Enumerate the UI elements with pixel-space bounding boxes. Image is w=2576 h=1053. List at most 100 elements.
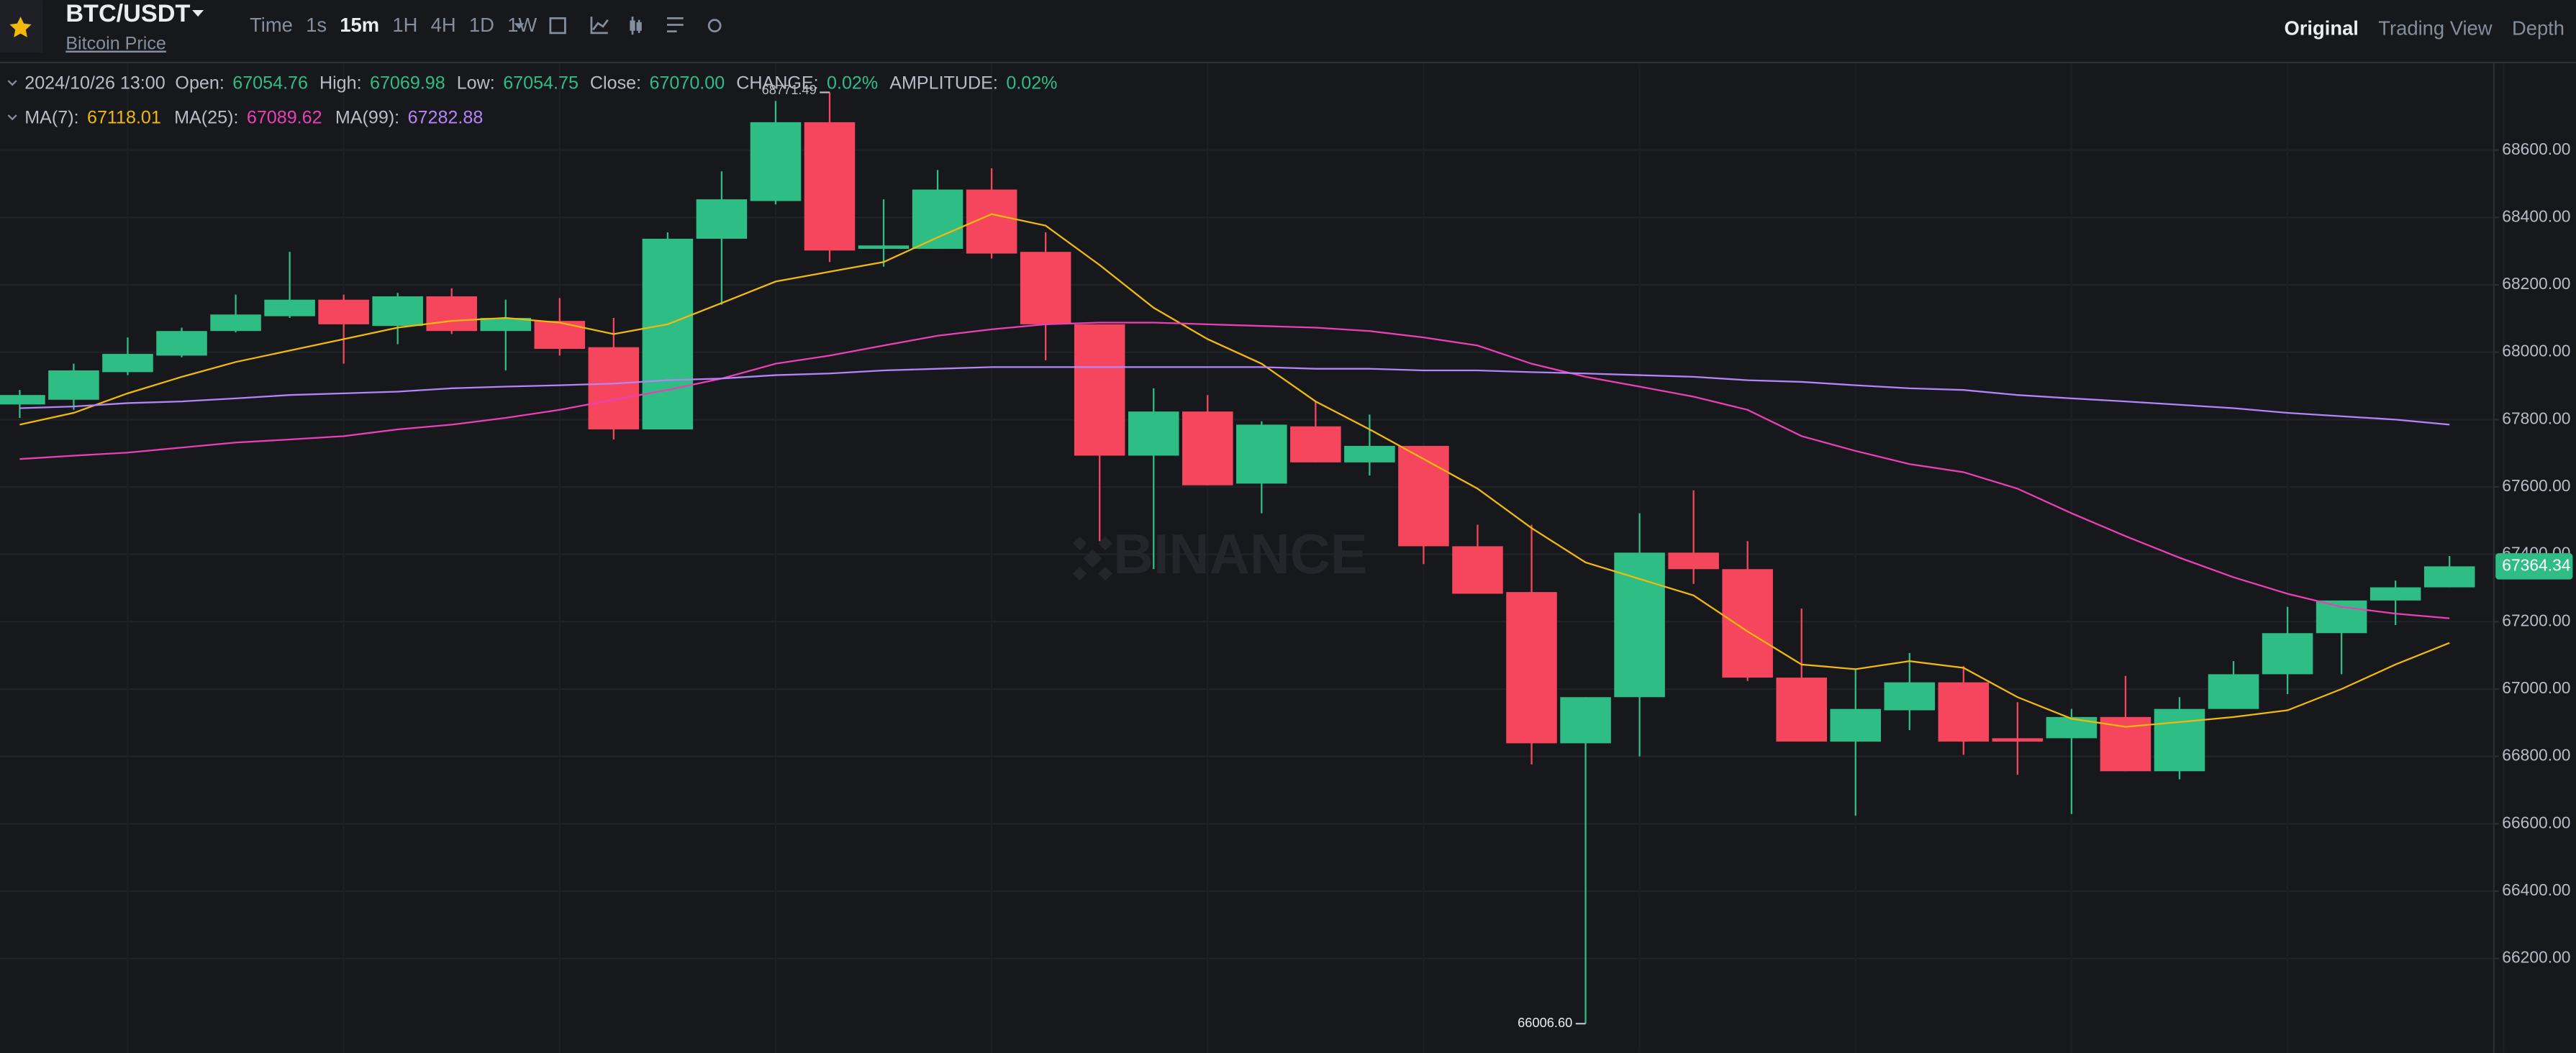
- candle-body: [750, 122, 802, 201]
- interval-option[interactable]: 1D: [469, 14, 494, 36]
- legend-label: MA(25):: [174, 107, 238, 127]
- interval-option[interactable]: 1s: [306, 14, 327, 36]
- symbol-dropdown[interactable]: [192, 9, 204, 17]
- info-toggle[interactable]: [7, 80, 17, 86]
- candle-body: [1992, 738, 2044, 742]
- interval-option[interactable]: 1H: [392, 14, 417, 36]
- info-label: Low:: [457, 73, 495, 93]
- y-tick-label: 67800.00: [2502, 409, 2570, 427]
- info-value: 67054.75: [503, 73, 579, 93]
- info-label: CHANGE:: [736, 73, 818, 93]
- candle-body: [2423, 566, 2475, 588]
- candle-body: [426, 296, 477, 332]
- candle-body: [1128, 411, 1179, 456]
- interval-dropdown[interactable]: [514, 23, 525, 29]
- toolbar-icons: [549, 17, 722, 35]
- candle-body: [1668, 552, 1719, 570]
- last-price-label: 67364.34: [2502, 555, 2571, 574]
- y-tick-label: 66600.00: [2502, 813, 2570, 831]
- star-icon[interactable]: [9, 17, 32, 37]
- symbol-subtitle[interactable]: Bitcoin Price: [65, 34, 166, 54]
- candle-body: [0, 395, 45, 405]
- interval-option[interactable]: 4H: [431, 14, 456, 36]
- candle-body: [858, 245, 910, 249]
- info-date: 2024/10/26 13:00: [24, 73, 165, 93]
- indicator-icon[interactable]: [590, 17, 609, 35]
- candle-body: [264, 299, 315, 316]
- view-tab[interactable]: Original: [2284, 17, 2358, 40]
- high-label: 68771.49: [762, 82, 817, 97]
- layout-icon[interactable]: [666, 17, 684, 32]
- y-tick-label: 68000.00: [2502, 342, 2570, 360]
- candle-body: [2046, 716, 2097, 739]
- candle-body: [1020, 252, 1071, 324]
- candle-body: [696, 199, 748, 239]
- legend-label: MA(7):: [24, 107, 78, 127]
- y-tick-label: 68200.00: [2502, 274, 2570, 293]
- info-label: High:: [319, 73, 362, 93]
- y-tick-label: 66400.00: [2502, 880, 2570, 899]
- plot: 68771.49 66006.60: [0, 82, 2475, 1030]
- info-label: Close:: [590, 73, 641, 93]
- top-bar: [0, 0, 2576, 63]
- grid: [0, 63, 2505, 1053]
- ma-line: [19, 366, 2450, 426]
- candle-body: [2316, 600, 2367, 634]
- view-tab[interactable]: Trading View: [2378, 17, 2492, 40]
- info-value: 67054.76: [232, 73, 308, 93]
- candle-body: [2262, 633, 2313, 675]
- candle-body: [480, 317, 532, 332]
- info-label: AMPLITUDE:: [889, 73, 998, 93]
- last-price-badge: [2495, 553, 2573, 580]
- settings-icon[interactable]: [707, 19, 722, 32]
- calendar-icon[interactable]: [549, 17, 566, 35]
- candle-body: [534, 321, 586, 350]
- y-tick-label: 67000.00: [2502, 678, 2570, 697]
- candle-body: [1830, 708, 1882, 742]
- info-label: Open:: [175, 73, 224, 93]
- info-value: 67069.98: [370, 73, 445, 93]
- candle-body: [1452, 546, 1503, 594]
- candle-body: [1236, 424, 1287, 484]
- y-tick-label: 66200.00: [2502, 948, 2570, 967]
- candle-body: [2208, 674, 2259, 709]
- candle-body: [1560, 697, 1611, 744]
- legend-value: 67089.62: [247, 107, 322, 127]
- ma-toggle[interactable]: [7, 114, 17, 121]
- watermark: BINANCE: [1113, 524, 1368, 585]
- y-tick-label: 67200.00: [2502, 611, 2570, 629]
- candle-body: [318, 299, 369, 324]
- interval-option[interactable]: 15m: [340, 14, 379, 36]
- legend-value: 67282.88: [408, 107, 484, 127]
- candle-body: [372, 296, 423, 327]
- view-tabs: Depth Trading View Original: [2284, 17, 2564, 40]
- info-value: 0.02%: [827, 73, 878, 93]
- candle-body: [1776, 678, 1827, 742]
- y-axis: 66200.00 66400.00 66600.00 66800.00 67000.00…: [2493, 140, 2573, 967]
- ohlc-info: 2024/10/26 13:00 Open: 67054.76 High: 67069.…: [24, 73, 1057, 93]
- candle-body: [1506, 592, 1557, 744]
- candle-body: [912, 189, 963, 249]
- candle-body: [1398, 445, 1449, 547]
- ma-legend: MA(7): 67118.01 MA(25): 67089.62 MA(99): 6728…: [24, 107, 483, 127]
- candle-body: [1074, 324, 1125, 456]
- view-tab[interactable]: Depth: [2512, 17, 2564, 40]
- symbol[interactable]: BTC/USDT: [65, 0, 190, 27]
- candle-body: [210, 314, 261, 332]
- candle-body: [1884, 682, 1936, 711]
- info-value: 0.02%: [1006, 73, 1057, 93]
- y-tick-label: 68400.00: [2502, 206, 2570, 225]
- candle-body: [2369, 587, 2421, 601]
- candle-icon[interactable]: [630, 17, 642, 35]
- candle-body: [588, 347, 640, 429]
- candle-body: [156, 331, 207, 356]
- interval-option[interactable]: Time: [250, 14, 293, 36]
- candle-body: [48, 370, 99, 400]
- candle-body: [1182, 411, 1233, 486]
- ma-line: [19, 213, 2450, 728]
- y-tick-label: 67600.00: [2502, 476, 2570, 495]
- candle-body: [1938, 682, 1990, 742]
